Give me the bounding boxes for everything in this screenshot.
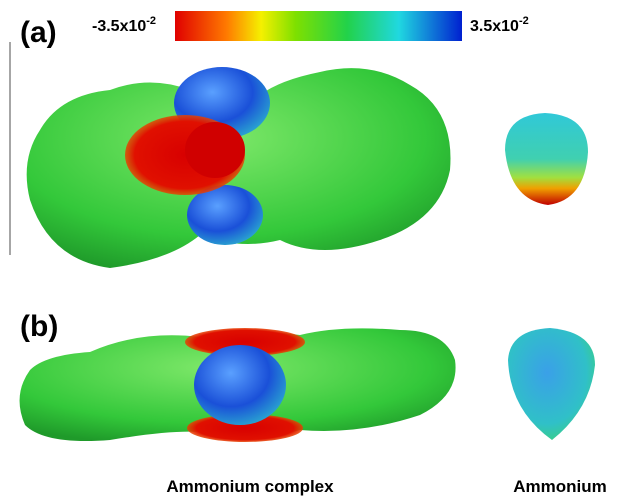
colorbar-min-label: -3.5x10-2 xyxy=(92,15,156,35)
complex-a xyxy=(27,67,451,268)
caption: Ammonium xyxy=(513,477,607,496)
exponent: -2 xyxy=(519,15,529,27)
exponent: -2 xyxy=(146,15,156,27)
ammonium-b xyxy=(508,328,595,440)
colorbar-max-label: 3.5x10-2 xyxy=(470,15,529,35)
complex-b xyxy=(20,328,456,442)
ammonium-a xyxy=(505,113,588,205)
base: 3.5x10 xyxy=(470,18,519,35)
panel-label: (a) xyxy=(20,16,57,49)
colorbar xyxy=(175,11,462,41)
caption: Ammonium complex xyxy=(166,477,334,496)
base: -3.5x10 xyxy=(92,18,146,35)
figure: (a) -3.5x10-2 3.5x10-2 (b) Ammonium comp… xyxy=(0,0,619,496)
panel-label: (b) xyxy=(20,310,58,343)
